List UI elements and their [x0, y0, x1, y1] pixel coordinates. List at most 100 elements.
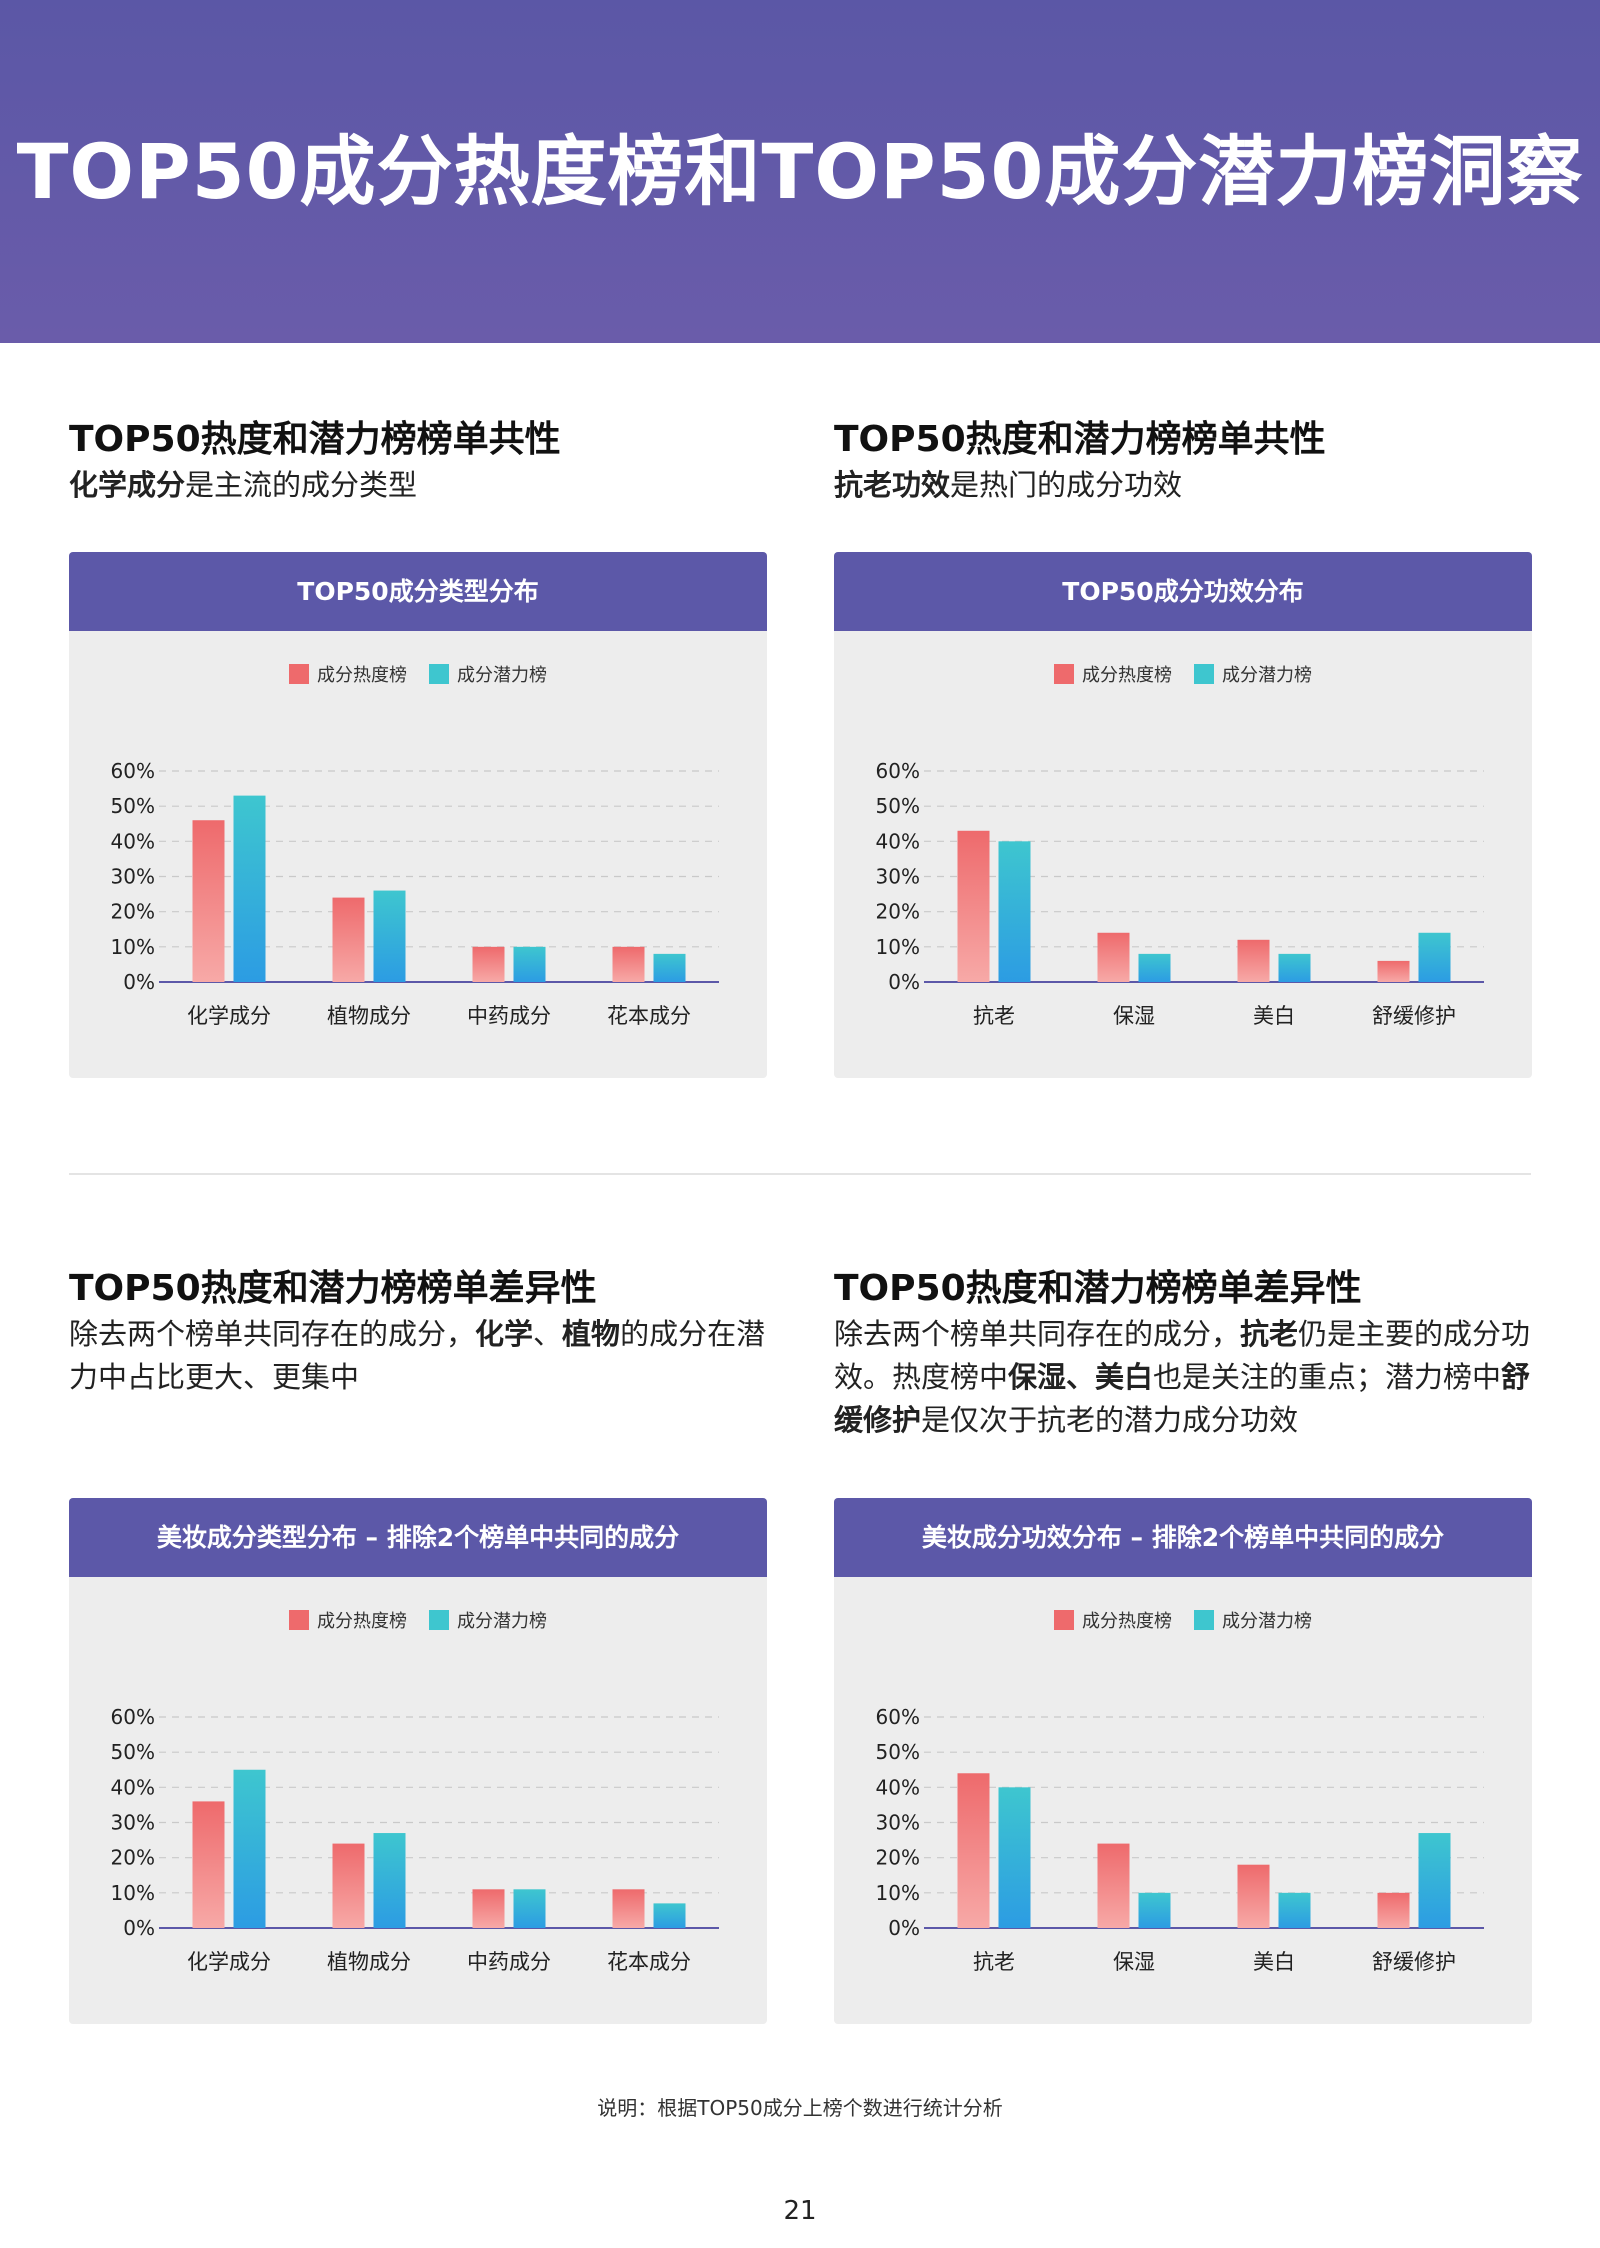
legend-label: 成分热度榜 — [317, 1611, 407, 1632]
y-tick-label: 30% — [111, 1811, 155, 1835]
bar — [1377, 960, 1410, 982]
chart-card-effect: TOP50成分功效分布 成分热度榜 成分潜力榜 0% 10% 20% 30% 40% 50% 6… — [834, 552, 1532, 1078]
chart-title: TOP50成分功效分布 — [834, 552, 1532, 631]
x-tick-label: 植物成分 — [327, 1004, 411, 1028]
page-number: 21 — [783, 2196, 817, 2226]
x-tick-label: 保湿 — [1113, 1004, 1155, 1028]
bar — [472, 1889, 505, 1928]
bar — [998, 1787, 1031, 1928]
section-title: TOP50热度和潜力榜榜单差异性 — [69, 1268, 597, 1309]
bar — [1418, 1833, 1451, 1928]
bar — [612, 946, 645, 982]
section-common-type: TOP50热度和潜力榜榜单共性 化学成分是主流的成分类型 — [69, 418, 769, 507]
y-tick-label: 20% — [111, 1846, 155, 1870]
chart-card-type: TOP50成分类型分布 成分热度榜 成分潜力榜 0% 10% 20% 30% 40% 50% 6… — [69, 552, 767, 1078]
x-tick-label: 舒缓修护 — [1372, 1950, 1456, 1974]
section-title: TOP50热度和潜力榜榜单共性 — [834, 419, 1326, 460]
x-tick-label: 中药成分 — [467, 1950, 551, 1974]
bar — [998, 841, 1031, 982]
legend-label: 成分潜力榜 — [457, 665, 547, 686]
y-tick-label: 10% — [111, 1881, 155, 1905]
header-banner: TOP50成分热度榜和TOP50成分潜力榜洞察 — [0, 0, 1600, 343]
x-tick-label: 抗老 — [973, 1950, 1015, 1974]
legend-label: 成分潜力榜 — [457, 1611, 547, 1632]
subtitle-highlight: 抗老 — [1240, 1317, 1299, 1351]
bar — [653, 953, 686, 982]
legend-swatch — [289, 664, 309, 684]
subtitle-highlight: 抗老功效 — [834, 468, 951, 502]
y-tick-label: 30% — [111, 865, 155, 889]
bar — [1138, 1892, 1171, 1928]
bar — [1278, 1892, 1311, 1928]
x-tick-label: 保湿 — [1113, 1950, 1155, 1974]
legend-label: 成分热度榜 — [1082, 665, 1172, 686]
y-tick-label: 40% — [111, 829, 155, 853]
chart-card-diff-type: 美妆成分类型分布 – 排除2个榜单中共同的成分 成分热度榜 成分潜力榜 0% 10% 2… — [69, 1498, 767, 2024]
bar — [612, 1889, 645, 1928]
bar — [513, 1889, 546, 1928]
subtitle-text: 仍是主要的成分功效。热度榜中 — [834, 1317, 1531, 1394]
footnote: 说明：根据TOP50成分上榜个数进行统计分析 — [597, 2096, 1003, 2120]
y-tick-label: 30% — [876, 1811, 920, 1835]
x-tick-label: 舒缓修护 — [1372, 1004, 1456, 1028]
legend-swatch — [1194, 1610, 1214, 1630]
chart-title: TOP50成分类型分布 — [69, 552, 767, 631]
bar-chart-effect: 成分热度榜 成分潜力榜 0% 10% 20% 30% 40% 50% 60% 抗老 保湿 美白 舒缓修护 — [876, 664, 1484, 1028]
legend-swatch — [1054, 664, 1074, 684]
bar — [1377, 1892, 1410, 1928]
x-tick-label: 化学成分 — [187, 1004, 271, 1028]
subtitle-text: 除去两个榜单共同存在的成分， — [834, 1317, 1241, 1351]
bar — [192, 820, 225, 982]
section-title: TOP50热度和潜力榜榜单差异性 — [834, 1268, 1362, 1309]
chart-card-diff-effect: 美妆成分功效分布 – 排除2个榜单中共同的成分 成分热度榜 成分潜力榜 0% 10% 2… — [834, 1498, 1532, 2024]
page-title: TOP50成分热度榜和TOP50成分潜力榜洞察 — [16, 127, 1584, 216]
chart-title: 美妆成分功效分布 – 排除2个榜单中共同的成分 — [834, 1498, 1532, 1577]
bar — [957, 830, 990, 982]
y-tick-label: 0% — [123, 970, 155, 994]
section-common-effect: TOP50热度和潜力榜榜单共性 抗老功效是热门的成分功效 — [834, 418, 1534, 507]
subtitle-text: 的成分在潜力中占比更大、更集中 — [69, 1317, 766, 1394]
bar — [373, 890, 406, 982]
y-tick-label: 10% — [876, 935, 920, 959]
y-tick-label: 40% — [876, 829, 920, 853]
legend-swatch — [429, 664, 449, 684]
y-tick-label: 50% — [111, 794, 155, 818]
section-diff-effect: TOP50热度和潜力榜榜单差异性 除去两个榜单共同存在的成分，抗老仍是主要的成分… — [834, 1267, 1534, 1442]
bar — [513, 946, 546, 982]
bar — [1278, 953, 1311, 982]
bar — [1237, 939, 1270, 982]
subtitle-highlight: 化学成分 — [69, 468, 186, 502]
y-tick-label: 20% — [111, 900, 155, 924]
subtitle-text: 是仅次于抗老的潜力成分功效 — [921, 1403, 1299, 1437]
y-tick-label: 0% — [888, 970, 920, 994]
bar — [957, 1773, 990, 1928]
legend-swatch — [1054, 1610, 1074, 1630]
legend-label: 成分潜力榜 — [1222, 665, 1312, 686]
y-tick-label: 60% — [876, 759, 920, 783]
y-tick-label: 0% — [888, 1916, 920, 1940]
legend-swatch — [289, 1610, 309, 1630]
section-divider — [69, 1173, 1531, 1175]
subtitle-text: 是主流的成分类型 — [185, 468, 418, 502]
x-tick-label: 花本成分 — [607, 1950, 691, 1974]
subtitle-text: 除去两个榜单共同存在的成分， — [69, 1317, 476, 1351]
y-tick-label: 60% — [111, 759, 155, 783]
bar — [1097, 932, 1130, 982]
bar-chart-diff-type: 成分热度榜 成分潜力榜 0% 10% 20% 30% 40% 50% 60% 化学成分 植物成分 中药… — [111, 1610, 719, 1974]
y-tick-label: 20% — [876, 1846, 920, 1870]
y-tick-label: 10% — [876, 1881, 920, 1905]
y-tick-label: 50% — [876, 794, 920, 818]
subtitle-highlight: 化学 — [475, 1317, 534, 1351]
subtitle-text: 也是关注的重点；潜力榜中 — [1153, 1360, 1502, 1394]
section-subtitle: 化学成分是主流的成分类型 — [69, 464, 769, 507]
y-tick-label: 0% — [123, 1916, 155, 1940]
subtitle-text: 、 — [533, 1317, 563, 1351]
legend-label: 成分热度榜 — [317, 665, 407, 686]
section-subtitle: 除去两个榜单共同存在的成分，抗老仍是主要的成分功效。热度榜中保湿、美白也是关注的… — [834, 1313, 1534, 1442]
bar-chart-diff-effect: 成分热度榜 成分潜力榜 0% 10% 20% 30% 40% 50% 60% 抗老 保湿 美白 舒缓修护 — [876, 1610, 1484, 1974]
y-tick-label: 60% — [876, 1705, 920, 1729]
x-tick-label: 抗老 — [973, 1004, 1015, 1028]
legend-swatch — [429, 1610, 449, 1630]
chart-title: 美妆成分类型分布 – 排除2个榜单中共同的成分 — [69, 1498, 767, 1577]
x-tick-label: 植物成分 — [327, 1950, 411, 1974]
